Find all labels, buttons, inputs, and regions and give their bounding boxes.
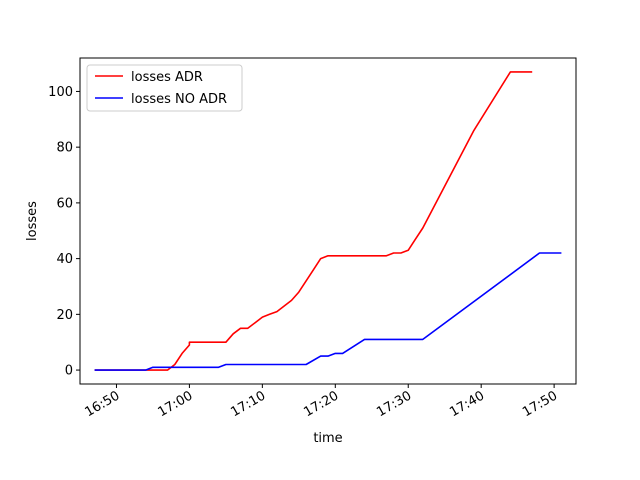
legend: losses ADR losses NO ADR	[86, 64, 243, 112]
x-tick-label-4: 17:30	[374, 388, 414, 420]
y-tick-label-2: 40	[56, 252, 73, 267]
legend-box	[86, 64, 243, 112]
plot-frame	[79, 57, 577, 385]
y-tick-label-3: 60	[56, 196, 73, 211]
y-tick-label-5: 100	[48, 85, 73, 100]
plot-area	[80, 58, 576, 384]
x-tick-label-3: 17:20	[301, 388, 341, 420]
series-line-1	[94, 252, 562, 371]
y-tick-label-0: 0	[65, 364, 73, 379]
legend-label-adr: losses ADR	[131, 70, 203, 85]
y-axis-ticks: 0 20 40 60 80 100	[48, 85, 80, 379]
series-line-0	[94, 71, 533, 371]
x-axis-label: time	[313, 431, 342, 446]
y-tick-label-1: 20	[56, 308, 73, 323]
x-tick-label-1: 17:00	[155, 388, 195, 420]
y-tick-label-4: 80	[56, 141, 73, 156]
x-tick-label-5: 17:40	[447, 388, 487, 420]
x-tick-label-2: 17:10	[228, 388, 268, 420]
x-tick-label-0: 16:50	[83, 388, 123, 420]
x-tick-label-6: 17:50	[520, 388, 560, 420]
legend-label-no-adr: losses NO ADR	[131, 92, 227, 107]
y-axis-label: losses	[25, 201, 40, 241]
x-axis-ticks: 16:50 17:00 17:10 17:20 17:30 17:40 17:50	[83, 384, 560, 420]
series-layer	[94, 71, 562, 371]
